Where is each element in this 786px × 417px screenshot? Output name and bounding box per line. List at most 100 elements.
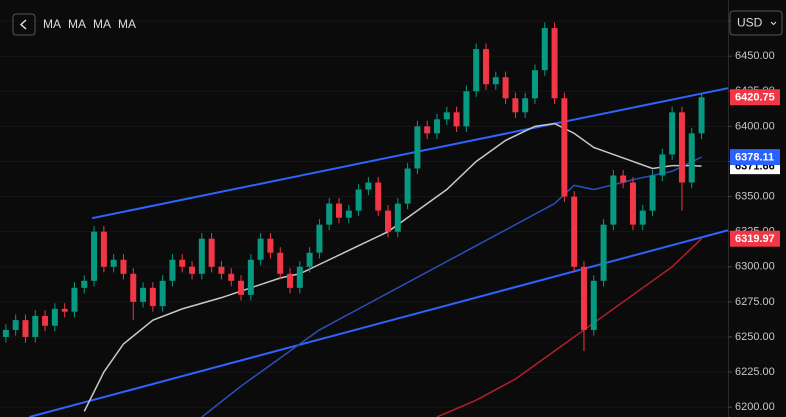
candle-body — [267, 238, 274, 253]
candle-body — [130, 273, 137, 302]
candle-body — [551, 28, 558, 99]
y-tick-label: 6275.00 — [735, 296, 775, 308]
candle-body — [238, 280, 245, 295]
dropdown-icon — [770, 21, 777, 26]
candle-body — [345, 210, 352, 218]
y-tick-label: 6200.00 — [735, 401, 775, 413]
candle-body — [316, 224, 323, 253]
candle-body — [169, 259, 176, 281]
candle-body — [610, 175, 617, 225]
indicator[interactable]: MA — [93, 17, 111, 31]
candle-body — [629, 182, 636, 225]
candle-body — [32, 315, 39, 337]
candle-body — [326, 203, 333, 225]
candle-body — [100, 231, 107, 267]
candle-body — [257, 238, 264, 260]
candle-body — [698, 97, 705, 134]
candle-body — [580, 266, 587, 330]
candle-body — [639, 210, 646, 225]
candle-body — [492, 77, 499, 85]
candle-body — [306, 252, 313, 267]
indicator[interactable]: MA — [68, 17, 86, 31]
candle-body — [502, 77, 509, 99]
candle-body — [218, 266, 225, 274]
candle-body — [140, 287, 147, 302]
y-tick-label: 6250.00 — [735, 331, 775, 343]
candle-body — [561, 98, 568, 197]
candle-body — [159, 280, 166, 307]
candle-body — [404, 168, 411, 204]
trend-line — [91, 87, 729, 220]
y-tick-label: 6225.00 — [735, 366, 775, 378]
candle-body — [512, 98, 519, 113]
candle-body — [669, 112, 676, 155]
candle-body — [208, 238, 215, 267]
candle-body — [12, 320, 19, 330]
candle-body — [571, 196, 578, 267]
candle-body — [71, 287, 78, 312]
back-icon — [19, 19, 27, 30]
candle-body — [336, 203, 343, 218]
moving-average — [201, 156, 702, 417]
moving-average — [436, 238, 703, 417]
currency: USD — [737, 16, 763, 30]
candle-body — [453, 112, 460, 127]
candle-body — [394, 203, 401, 232]
price-label: 6420.75 — [735, 92, 775, 104]
candle-body — [531, 70, 538, 99]
candle-body — [247, 259, 254, 295]
candle-body — [541, 28, 548, 71]
candle-body — [179, 259, 186, 267]
candle-body — [110, 259, 117, 267]
y-tick-label: 6400.00 — [735, 120, 775, 132]
price-label-box — [730, 149, 780, 166]
candle-body — [649, 175, 656, 211]
candle-body — [443, 112, 450, 120]
price-label-box — [730, 89, 780, 106]
candle-body — [296, 266, 303, 288]
candle-body — [414, 126, 421, 169]
candle-body — [51, 308, 58, 326]
candle-body — [2, 329, 9, 337]
candle-body — [522, 98, 529, 113]
candle-body — [120, 259, 127, 274]
candle-body — [424, 126, 431, 134]
candle-body — [149, 287, 156, 307]
candle-body — [600, 224, 607, 281]
candle-body — [22, 320, 29, 337]
moving-average — [83, 122, 702, 412]
candle-body — [473, 49, 480, 92]
candle-body — [189, 266, 196, 274]
price-axis: 6200.006225.006250.006275.006300.006325.… — [728, 15, 780, 413]
candle-body — [365, 182, 372, 190]
candle-body — [385, 210, 392, 232]
y-tick-label: 6350.00 — [735, 190, 775, 202]
candle-body — [61, 308, 68, 312]
candle-body — [590, 280, 597, 330]
y-tick-label: 6300.00 — [735, 261, 775, 273]
currency-dropdown[interactable] — [729, 10, 783, 36]
indicator[interactable]: MA — [43, 17, 61, 31]
candle-body — [81, 280, 88, 288]
candle-body — [287, 273, 294, 288]
trend-line — [29, 229, 729, 417]
plot-area — [0, 20, 729, 417]
candle-body — [42, 315, 49, 326]
candle-body — [228, 273, 235, 281]
indicator[interactable]: MA — [118, 17, 136, 31]
y-tick-label: 6450.00 — [735, 50, 775, 62]
price-label-box — [730, 230, 780, 247]
candle-body — [433, 119, 440, 134]
candle-body — [678, 112, 685, 183]
candle-body — [659, 154, 666, 176]
candle-body — [198, 238, 205, 274]
candle-body — [463, 91, 470, 127]
back-button[interactable] — [12, 13, 36, 36]
candle-body — [620, 175, 627, 183]
candle-body — [91, 231, 98, 281]
candle-body — [688, 133, 695, 183]
toolbar: USD MA MA MA MA — [12, 10, 783, 36]
